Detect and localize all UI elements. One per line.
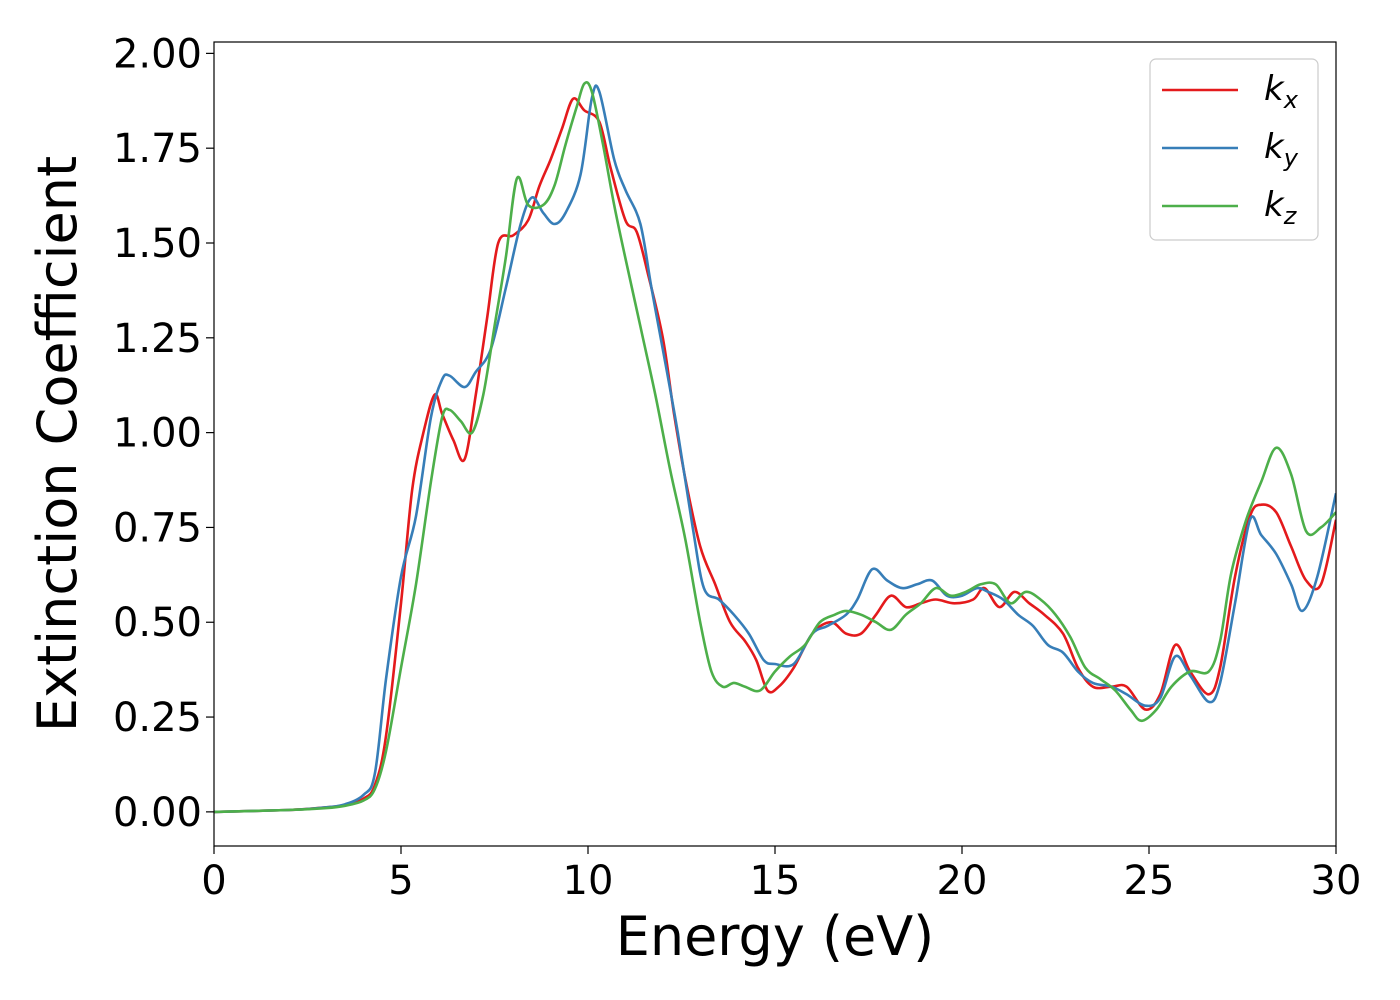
y-tick-label: 2.00 <box>113 31 202 77</box>
x-tick-label: 20 <box>937 858 988 904</box>
x-tick-label: 10 <box>563 858 614 904</box>
series-lines <box>214 81 1336 814</box>
series-line-kz <box>214 81 1336 814</box>
y-tick-label: 1.50 <box>113 221 202 267</box>
y-tick-label: 0.00 <box>113 790 202 836</box>
y-tick-label: 1.00 <box>113 411 202 457</box>
x-axis-title: Energy (eV) <box>616 905 935 968</box>
y-axis: 0.00 0.25 0.50 0.75 1.00 1.25 1.50 1.75 2.00 <box>113 31 214 836</box>
y-axis-title: Extinction Coefficient <box>26 156 89 732</box>
y-tick-label: 0.50 <box>113 600 202 646</box>
legend-label-ky: ky <box>1264 127 1299 172</box>
legend: kx ky kz <box>1149 58 1319 241</box>
series-line-ky <box>214 84 1336 814</box>
legend-label-kz: kz <box>1264 185 1298 230</box>
x-tick-label: 0 <box>201 858 226 904</box>
y-tick-label: 0.75 <box>113 505 202 551</box>
y-tick-label: 1.25 <box>113 316 202 362</box>
legend-box <box>1149 58 1319 241</box>
x-axis: 0 5 10 15 20 25 30 <box>201 846 1361 904</box>
x-tick-label: 15 <box>750 858 801 904</box>
x-tick-label: 30 <box>1311 858 1362 904</box>
y-tick-label: 1.75 <box>113 126 202 172</box>
x-tick-label: 5 <box>388 858 413 904</box>
y-tick-label: 0.25 <box>113 695 202 741</box>
x-tick-label: 25 <box>1124 858 1175 904</box>
legend-label-kx: kx <box>1264 69 1299 114</box>
